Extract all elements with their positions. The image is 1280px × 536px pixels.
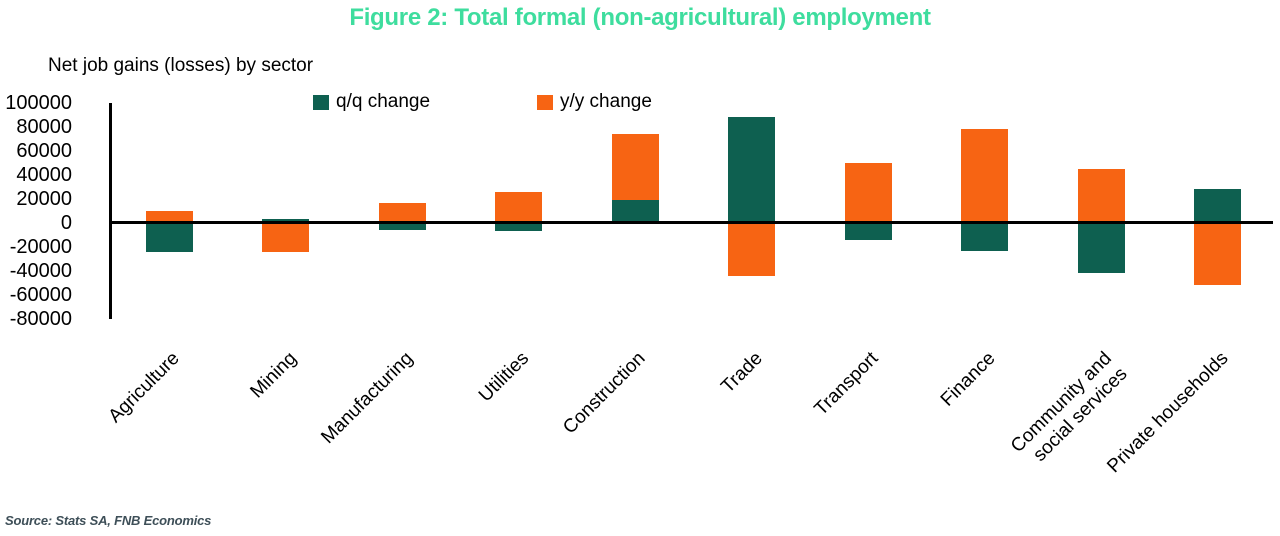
- legend-swatch-yy-icon: [537, 94, 553, 110]
- y-tick-label: -20000: [9, 236, 72, 258]
- legend-swatch-qq-icon: [313, 94, 329, 110]
- bar-qq-change: [844, 223, 892, 240]
- bar-yy-change: [378, 202, 426, 223]
- bar-yy-change: [1077, 169, 1125, 223]
- y-tick-label: -80000: [9, 308, 72, 330]
- y-tick-label: 60000: [16, 140, 72, 162]
- figure-title: Figure 2: Total formal (non-agricultural…: [349, 4, 931, 31]
- bar-qq-change: [611, 200, 659, 223]
- y-axis-line: [109, 103, 112, 319]
- x-axis-label: Agriculture: [104, 348, 184, 428]
- bar-yy-change: [728, 223, 775, 276]
- legend-label-qq: q/q change: [336, 91, 431, 112]
- source-note: Source: Stats SA, FNB Economics: [5, 513, 212, 528]
- x-axis-label: Utilities: [475, 348, 534, 407]
- bar-yy-change: [145, 211, 193, 223]
- y-tick-label: 40000: [16, 164, 72, 186]
- bar-yy-change: [262, 223, 309, 252]
- bar-qq-change: [1077, 223, 1125, 274]
- bar-yy-change: [1194, 223, 1241, 286]
- legend-item-yy-change: y/y change: [537, 91, 652, 113]
- bar-qq-change: [145, 223, 193, 252]
- y-tick-label: 20000: [16, 188, 72, 210]
- zero-baseline: [109, 221, 1273, 224]
- bar-qq-change: [495, 223, 542, 232]
- bar-yy-change: [844, 163, 892, 223]
- x-axis-label: Mining: [245, 348, 301, 403]
- bar-yy-change: [961, 129, 1008, 223]
- bar-qq-change: [1194, 189, 1241, 223]
- x-axis-label: Construction: [559, 348, 650, 439]
- y-tick-label: 0: [60, 212, 72, 234]
- y-tick-label: 100000: [5, 92, 72, 114]
- bar-qq-change: [728, 117, 775, 223]
- y-axis-title: Net job gains (losses) by sector: [48, 55, 314, 76]
- bar-qq-change: [378, 223, 426, 231]
- legend-label-yy: y/y change: [560, 91, 652, 112]
- x-axis-label: Transport: [811, 348, 883, 420]
- legend-item-qq-change: q/q change: [313, 91, 430, 113]
- y-tick-label: -40000: [9, 260, 72, 282]
- x-axis-label: Private households: [1103, 348, 1233, 478]
- bar-qq-change: [961, 223, 1008, 251]
- y-tick-label: 80000: [16, 116, 72, 138]
- bar-yy-change: [495, 191, 542, 223]
- x-axis-label: Finance: [936, 348, 1000, 411]
- x-axis-label: Trade: [716, 348, 767, 398]
- y-tick-label: -60000: [9, 284, 72, 306]
- x-axis-label: Manufacturing: [316, 348, 417, 448]
